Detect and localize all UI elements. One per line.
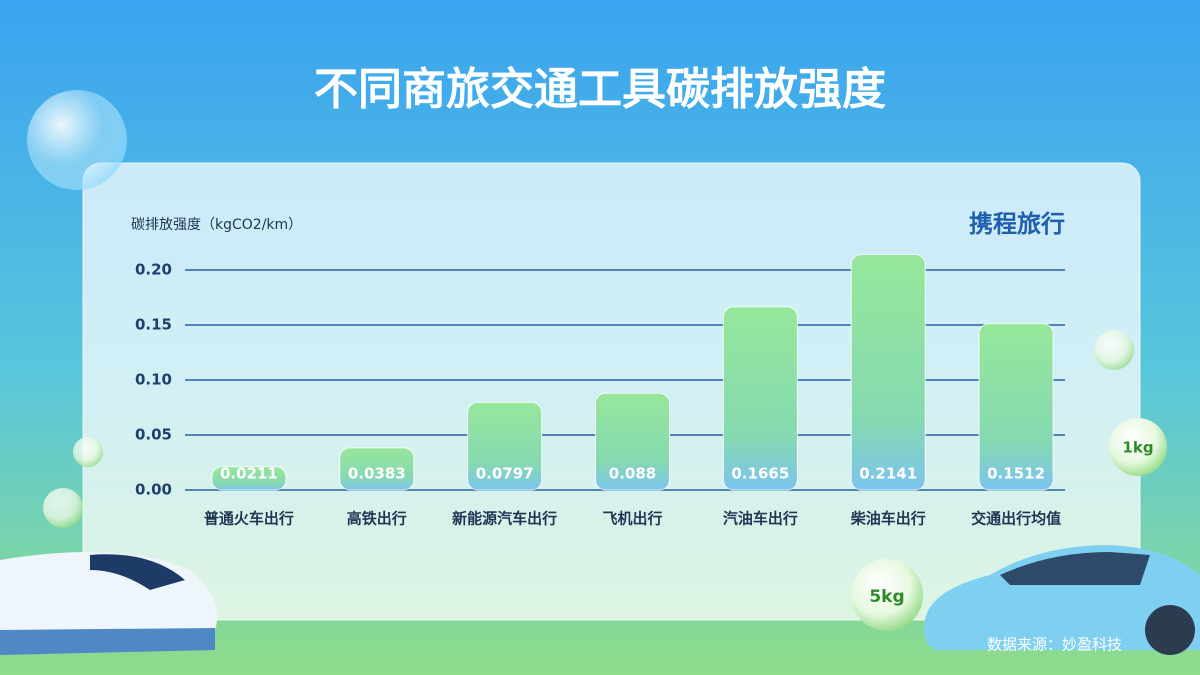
bubble-label: 1kg [1122,439,1153,457]
bubble-label: 5kg [869,587,904,607]
source: 数据来源：妙盈科技 [987,636,1122,654]
logo: 携程旅行 [969,210,1065,238]
bubble [1094,330,1134,370]
car-illustration [923,545,1200,655]
x-tick-label: 新能源汽车出行 [452,510,557,528]
x-tick-label: 高铁出行 [347,510,407,528]
bar [722,306,798,491]
y-tick-label: 0.15 [135,316,172,334]
y-tick-label: 0.10 [135,371,172,389]
value-label: 0.0383 [348,465,406,483]
y-tick-label: 0.05 [135,426,172,444]
bubble [73,437,103,467]
bar [978,323,1054,491]
bubble [851,559,923,631]
value-label: 0.0211 [220,465,278,483]
bubble [1109,418,1167,476]
x-tick-label: 汽油车出行 [723,510,798,528]
x-tick-label: 交通出行均值 [971,510,1061,528]
train-illustration [0,552,218,655]
y-axis-label: 碳排放强度（kgCO2/km） [131,217,302,233]
bar [850,253,926,491]
value-label: 0.0797 [476,465,534,483]
bubble [43,488,83,528]
bubble [27,90,127,190]
bar [595,392,670,491]
value-label: 0.1665 [731,465,789,483]
value-label: 0.2141 [859,465,917,483]
chart-title: 不同商旅交通工具碳排放强度 [314,64,886,115]
value-label: 0.088 [609,465,656,483]
x-tick-label: 普通火车出行 [204,510,294,528]
bar [467,401,543,491]
y-tick-label: 0.00 [135,481,172,499]
x-tick-label: 飞机出行 [602,510,662,528]
bar [211,466,287,491]
bar [339,447,415,491]
value-label: 0.1512 [987,465,1045,483]
y-tick-label: 0.20 [135,261,172,279]
x-tick-label: 柴油车出行 [850,510,926,528]
